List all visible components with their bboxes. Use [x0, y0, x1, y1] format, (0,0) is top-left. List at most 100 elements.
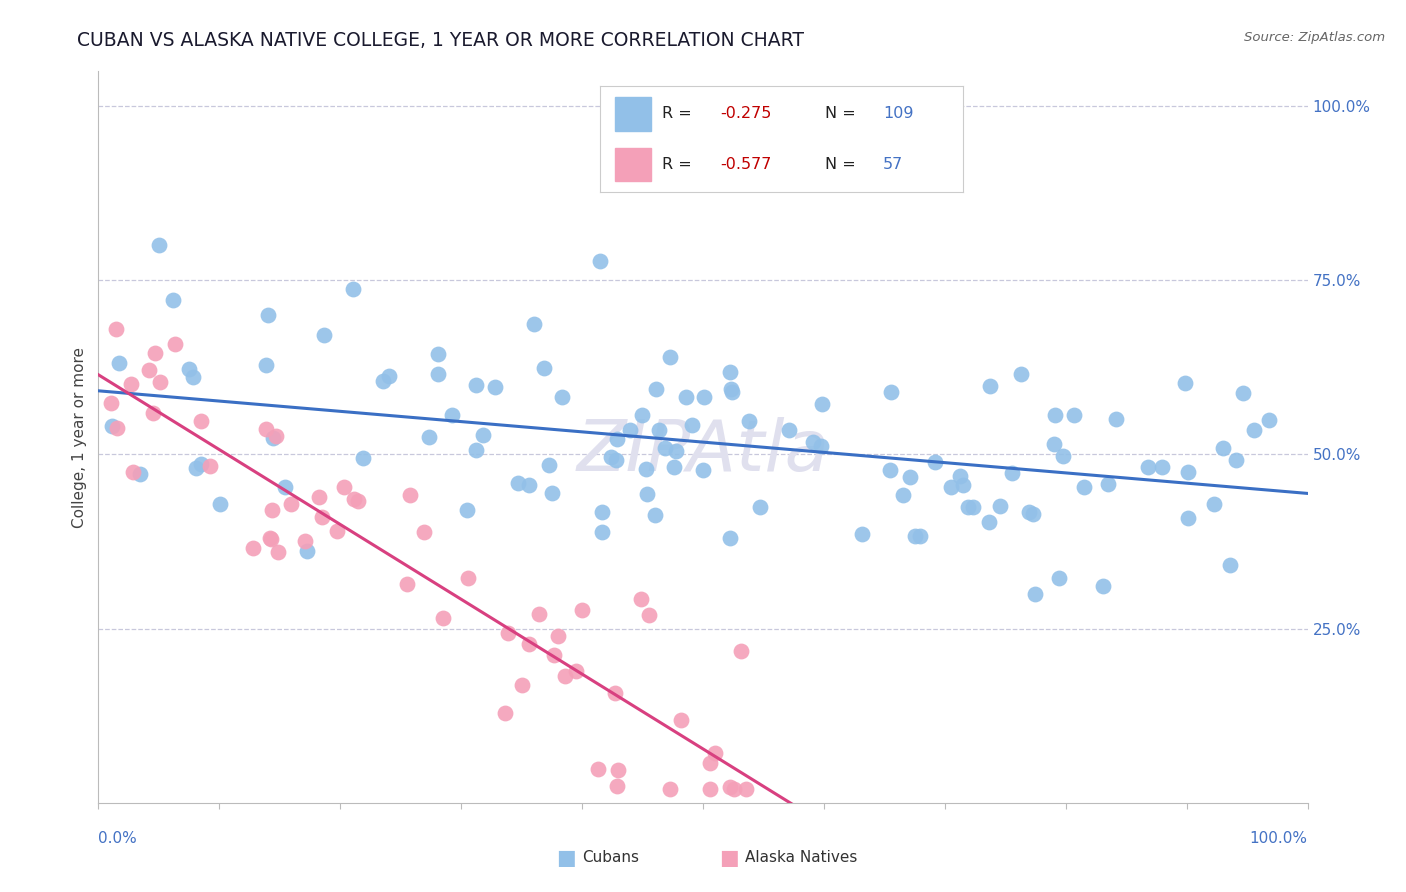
Point	[591, 506, 613, 520]
Point	[108, 356, 131, 370]
Point	[1225, 452, 1247, 467]
Point	[242, 541, 264, 555]
Text: ZIPAtla: ZIPAtla	[576, 417, 830, 486]
Point	[665, 444, 688, 458]
Point	[105, 421, 128, 435]
Point	[280, 497, 302, 511]
Point	[1137, 459, 1160, 474]
Point	[142, 407, 165, 421]
Point	[718, 531, 741, 545]
Point	[699, 756, 721, 770]
Point	[648, 423, 671, 437]
Point	[720, 382, 742, 396]
Point	[1018, 506, 1040, 520]
Point	[426, 347, 449, 361]
Point	[956, 500, 979, 514]
Point	[412, 525, 434, 540]
Point	[547, 629, 569, 643]
Point	[1105, 412, 1128, 426]
Point	[398, 488, 420, 502]
Point	[704, 746, 727, 760]
Point	[326, 524, 349, 538]
Point	[564, 664, 586, 678]
Point	[636, 487, 658, 501]
Point	[589, 253, 612, 268]
Point	[630, 591, 652, 606]
Point	[607, 763, 630, 777]
Point	[904, 529, 927, 543]
Point	[1001, 466, 1024, 480]
Point	[1010, 367, 1032, 381]
Point	[471, 428, 494, 442]
Point	[1063, 408, 1085, 422]
Point	[148, 238, 170, 252]
Point	[427, 367, 450, 381]
Point	[606, 432, 628, 446]
Point	[681, 417, 703, 432]
Point	[1174, 376, 1197, 390]
Text: Alaska Natives: Alaska Natives	[745, 850, 858, 865]
Point	[308, 491, 330, 505]
Point	[267, 544, 290, 558]
Point	[1202, 497, 1225, 511]
Point	[979, 379, 1001, 393]
Point	[314, 327, 336, 342]
Point	[465, 377, 488, 392]
Point	[347, 494, 370, 508]
Point	[1047, 571, 1070, 585]
Point	[669, 713, 692, 727]
Point	[333, 480, 356, 494]
Point	[129, 467, 152, 482]
Point	[810, 439, 832, 453]
Point	[184, 460, 207, 475]
Point	[898, 470, 921, 484]
Text: Cubans: Cubans	[582, 850, 640, 865]
Text: 0.0%: 0.0%	[98, 831, 138, 846]
Point	[143, 345, 166, 359]
Point	[605, 453, 627, 467]
Point	[311, 510, 333, 524]
Point	[734, 781, 756, 796]
Point	[342, 282, 364, 296]
Point	[692, 463, 714, 477]
Point	[949, 469, 972, 483]
Point	[257, 309, 280, 323]
Point	[730, 644, 752, 658]
Point	[737, 414, 759, 428]
Point	[352, 450, 374, 465]
Point	[510, 678, 533, 692]
Point	[586, 762, 609, 776]
Point	[533, 360, 555, 375]
Point	[456, 503, 478, 517]
Point	[122, 465, 145, 479]
Point	[1177, 465, 1199, 479]
Point	[262, 431, 284, 445]
Point	[718, 780, 741, 794]
Point	[190, 414, 212, 428]
Point	[654, 442, 676, 456]
Point	[603, 686, 626, 700]
Point	[259, 531, 281, 545]
Point	[699, 781, 721, 796]
Point	[571, 603, 593, 617]
Point	[181, 369, 204, 384]
Point	[675, 390, 697, 404]
Point	[254, 422, 277, 436]
Point	[101, 418, 124, 433]
Point	[527, 607, 550, 621]
Point	[977, 515, 1000, 529]
Point	[343, 491, 366, 506]
Point	[260, 532, 283, 546]
Point	[1243, 423, 1265, 437]
Point	[538, 458, 561, 472]
Point	[496, 626, 519, 640]
Point	[1150, 459, 1173, 474]
Point	[418, 430, 440, 444]
Point	[644, 508, 666, 522]
Point	[718, 365, 741, 379]
Point	[519, 637, 541, 651]
Point	[664, 460, 686, 475]
Point	[721, 384, 744, 399]
Point	[274, 480, 297, 494]
Point	[163, 337, 186, 351]
